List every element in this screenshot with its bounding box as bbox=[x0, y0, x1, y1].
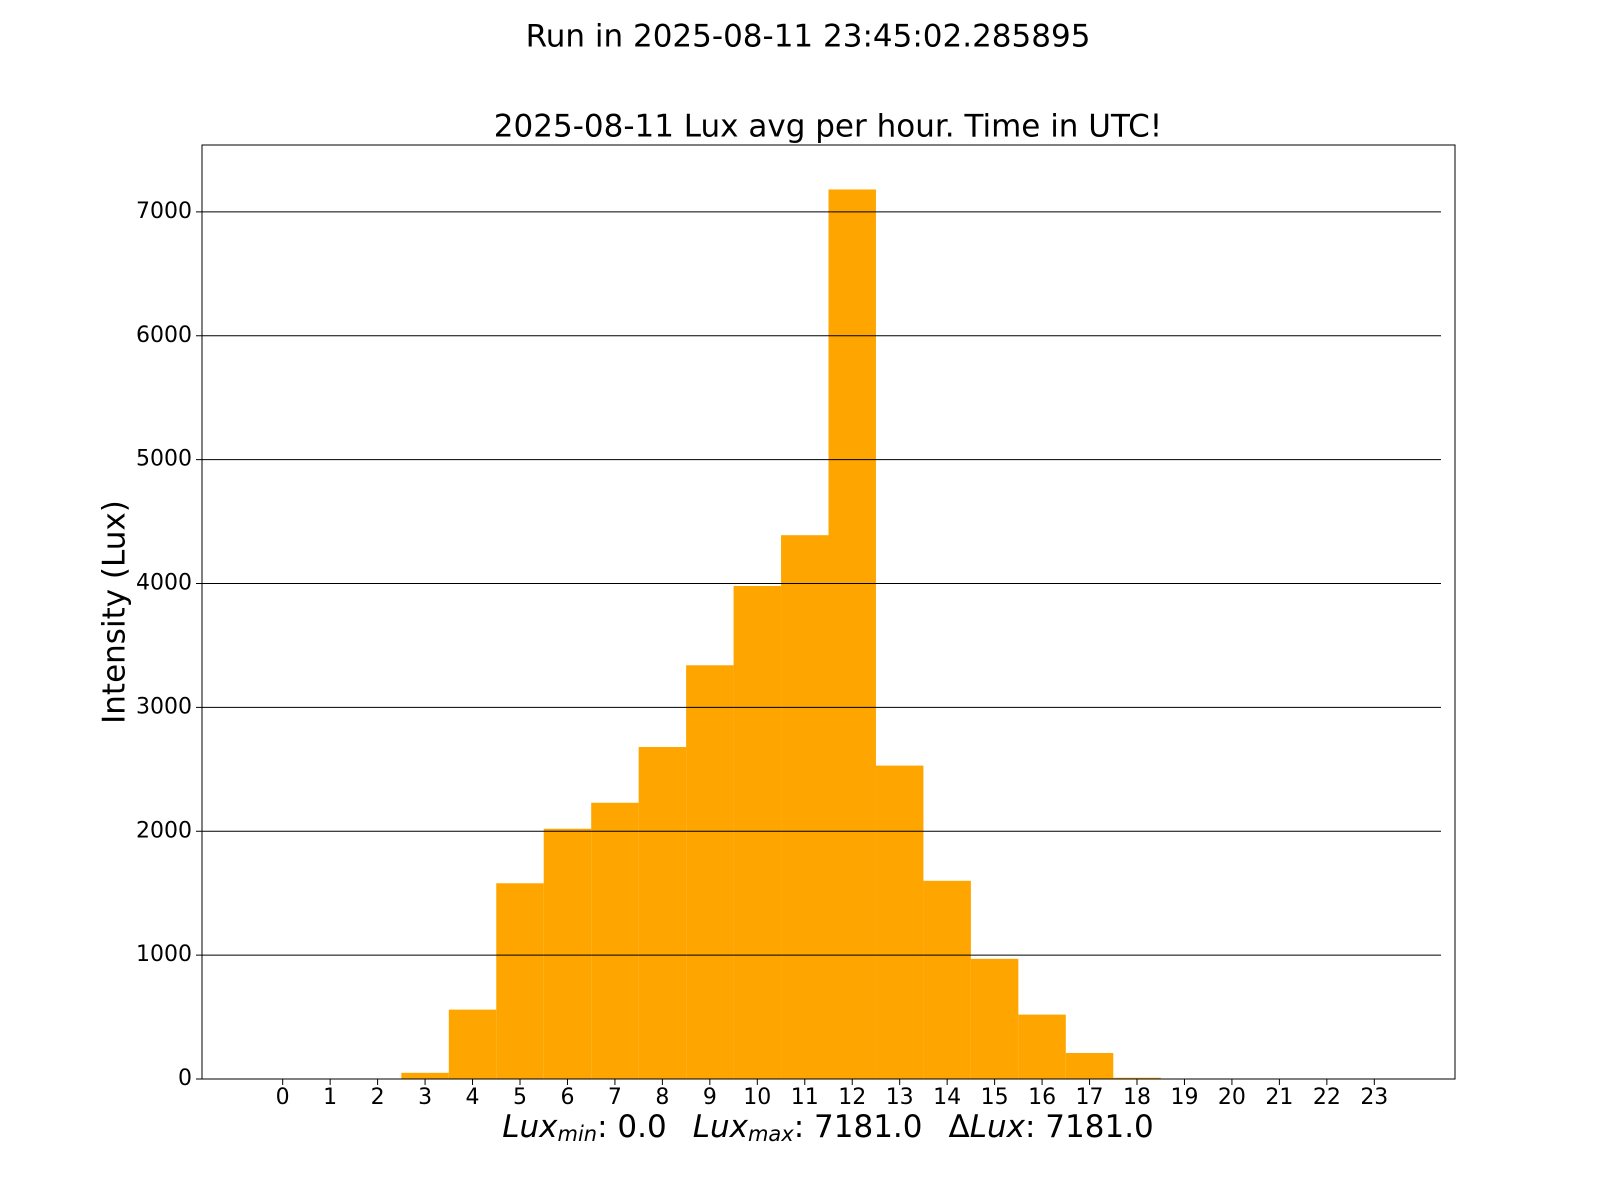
x-tick-label: 2 bbox=[371, 1085, 385, 1110]
x-tick-label: 1 bbox=[323, 1085, 337, 1110]
bar bbox=[543, 828, 592, 1079]
bar bbox=[448, 1009, 497, 1079]
y-tick-label: 7000 bbox=[136, 199, 192, 224]
x-tick-label: 10 bbox=[743, 1085, 771, 1110]
x-axis-label-part: Lux bbox=[970, 1109, 1026, 1145]
x-tick-label: 12 bbox=[838, 1085, 866, 1110]
x-axis-label-part: Δ bbox=[949, 1109, 970, 1145]
y-tick-label: 0 bbox=[178, 1066, 192, 1091]
x-tick-label: 15 bbox=[981, 1085, 1009, 1110]
x-tick-label: 4 bbox=[466, 1085, 480, 1110]
bar bbox=[828, 189, 876, 1080]
x-tick-label: 0 bbox=[276, 1085, 290, 1110]
x-tick-label: 19 bbox=[1170, 1085, 1198, 1110]
bar bbox=[591, 802, 639, 1079]
x-tick-label: 21 bbox=[1265, 1085, 1293, 1110]
x-tick-label: 7 bbox=[608, 1085, 622, 1110]
x-tick-label: 23 bbox=[1360, 1085, 1388, 1110]
suptitle: Run in 2025-08-11 23:45:02.285895 bbox=[526, 19, 1091, 55]
bar bbox=[875, 765, 924, 1079]
x-tick-label: 5 bbox=[513, 1085, 527, 1110]
bar bbox=[781, 535, 829, 1079]
x-tick-label: 13 bbox=[886, 1085, 914, 1110]
x-axis-label-part: : 7181.0 bbox=[1025, 1109, 1154, 1145]
x-axis-label: Luxmin: 0.0 Luxmax: 7181.0 ΔLux: 7181.0 bbox=[502, 1109, 1154, 1147]
y-tick-label: 1000 bbox=[136, 942, 192, 967]
x-tick-label: 16 bbox=[1028, 1085, 1056, 1110]
bar bbox=[401, 1072, 449, 1079]
y-tick-label: 2000 bbox=[136, 818, 192, 843]
x-tick-label: 22 bbox=[1313, 1085, 1341, 1110]
x-tick-label: 8 bbox=[655, 1085, 669, 1110]
bar bbox=[923, 880, 971, 1079]
x-axis-label-part: max bbox=[748, 1122, 794, 1146]
x-axis-label-part: min bbox=[557, 1122, 597, 1146]
x-tick-label: 17 bbox=[1076, 1085, 1104, 1110]
bar bbox=[970, 958, 1019, 1079]
y-tick-label: 5000 bbox=[136, 447, 192, 472]
bar bbox=[638, 747, 687, 1079]
x-tick-label: 11 bbox=[791, 1085, 819, 1110]
plot-frame bbox=[201, 144, 1456, 1080]
x-tick-label: 6 bbox=[560, 1085, 574, 1110]
chart-title: 2025-08-11 Lux avg per hour. Time in UTC… bbox=[494, 109, 1162, 145]
y-axis-label: Intensity (Lux) bbox=[97, 500, 133, 724]
bar bbox=[1018, 1014, 1066, 1079]
x-axis-label-part: Lux bbox=[502, 1109, 558, 1145]
x-axis-label-part: : 0.0 bbox=[597, 1109, 667, 1145]
bar bbox=[733, 585, 782, 1079]
y-tick-label: 3000 bbox=[136, 694, 192, 719]
x-tick-label: 20 bbox=[1218, 1085, 1246, 1110]
x-tick-label: 3 bbox=[418, 1085, 432, 1110]
bar bbox=[686, 665, 734, 1079]
y-tick-label: 4000 bbox=[136, 571, 192, 596]
bar bbox=[1065, 1052, 1114, 1079]
x-tick-label: 14 bbox=[933, 1085, 961, 1110]
bar bbox=[496, 883, 544, 1079]
x-tick-label: 18 bbox=[1123, 1085, 1151, 1110]
bar bbox=[1113, 1077, 1161, 1079]
x-axis-label-part: Lux bbox=[693, 1109, 749, 1145]
x-tick-label: 9 bbox=[703, 1085, 717, 1110]
y-tick-label: 6000 bbox=[136, 323, 192, 348]
x-axis-label-part: : 7181.0 bbox=[794, 1109, 923, 1145]
